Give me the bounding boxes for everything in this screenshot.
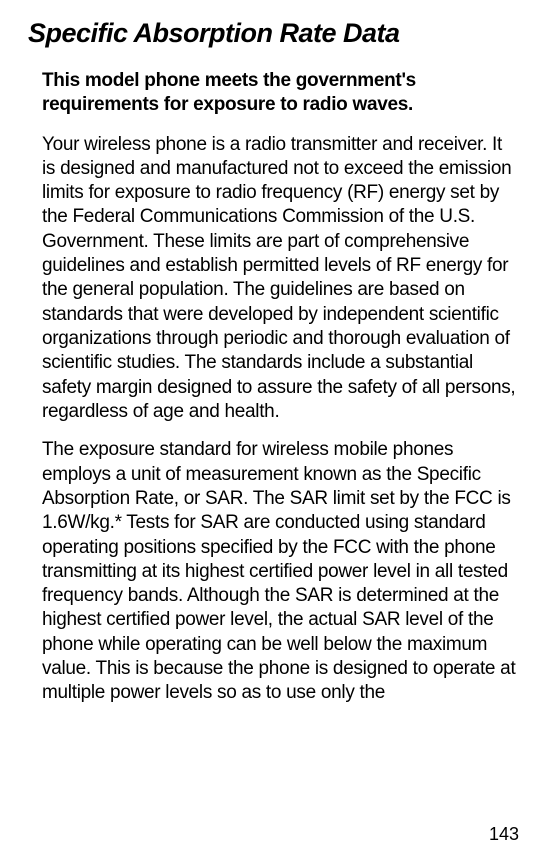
body-paragraph-2: The exposure standard for wireless mobil… xyxy=(42,438,517,705)
page-title: Specific Absorption Rate Data xyxy=(28,18,517,49)
page-number: 143 xyxy=(489,824,519,845)
body-paragraph-1: Your wireless phone is a radio transmitt… xyxy=(42,133,517,425)
intro-paragraph: This model phone meets the government's … xyxy=(42,69,517,117)
